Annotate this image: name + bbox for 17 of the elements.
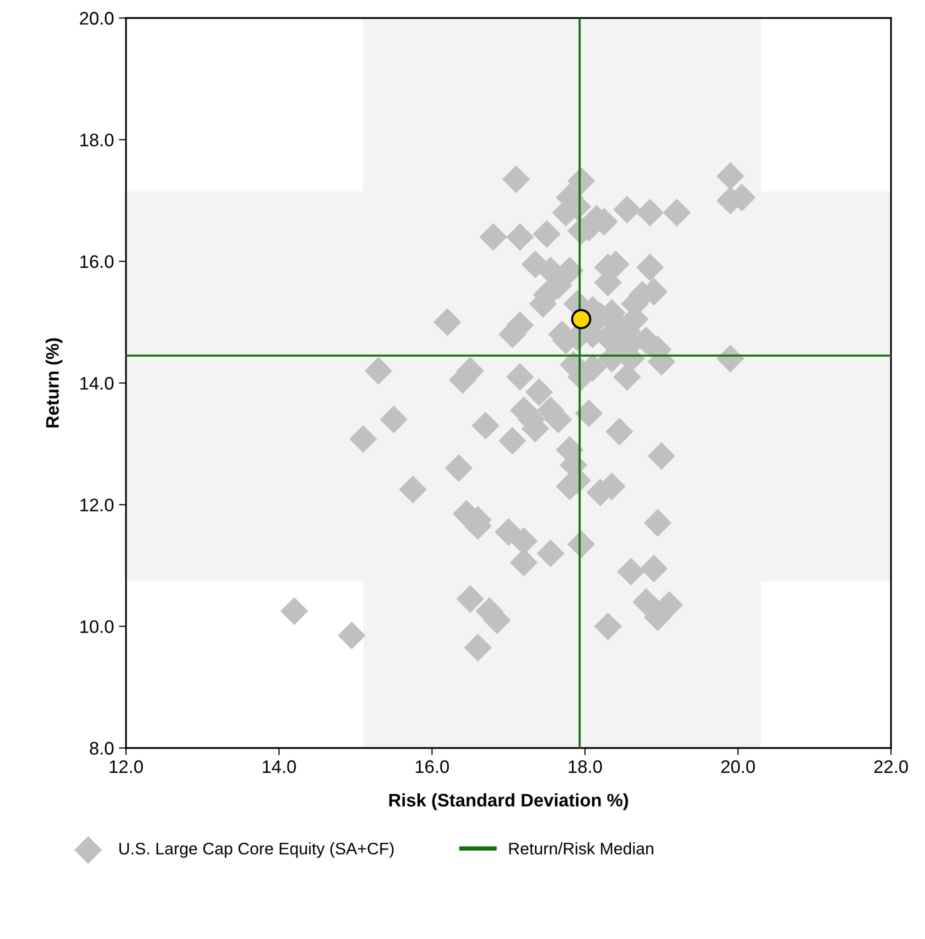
- y-tick-label: 16.0: [80, 255, 114, 268]
- x-tick-label: 16.0: [416, 760, 449, 774]
- legend-label: Return/Risk Median: [509, 842, 654, 855]
- x-tick-label: 18.0: [568, 760, 602, 774]
- x-tick-label: 20.0: [721, 760, 755, 774]
- legend-label: U.S. Large Cap Core Equity (SA+CF): [119, 842, 394, 858]
- y-tick-label: 18.0: [80, 134, 114, 146]
- y-tick-label: 10.0: [80, 620, 114, 634]
- y-axis-title: Return (%): [46, 338, 62, 428]
- x-tick-label: 22.0: [874, 760, 908, 774]
- y-tick-label: 12.0: [80, 498, 114, 512]
- x-tick-label: 14.0: [262, 760, 296, 774]
- y-tick-label: 20.0: [80, 12, 114, 25]
- y-tick-label: 14.0: [80, 376, 114, 390]
- y-tick-label: 8.0: [90, 742, 114, 755]
- x-tick-label: 12.0: [110, 760, 143, 774]
- x-axis-title: Risk (Standard Deviation %): [389, 793, 628, 810]
